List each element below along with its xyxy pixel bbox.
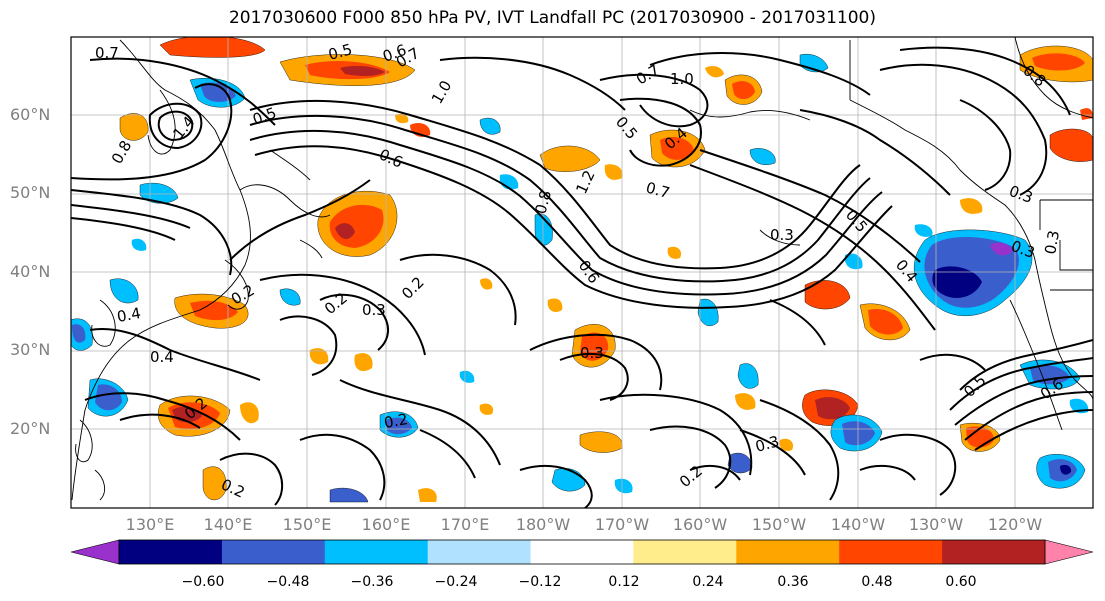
colorbar-box — [221, 540, 326, 564]
lon-label: 150°W — [751, 515, 807, 534]
colorbar-box — [324, 540, 429, 564]
colorbar-tick-label: 0.60 — [945, 574, 977, 590]
lon-label: 170°E — [440, 515, 490, 534]
lat-label: 20°N — [10, 419, 51, 438]
contour-label: 0.7 — [95, 44, 119, 62]
contour-label: 0.2 — [383, 410, 410, 432]
lon-label: 170°W — [594, 515, 650, 534]
colorbar-box — [119, 540, 223, 564]
colorbar-tick-label: 0.48 — [861, 574, 893, 590]
contour-label: 0.3 — [770, 226, 794, 244]
colorbar-max-extension — [1044, 539, 1094, 565]
lat-label: 50°N — [10, 183, 51, 202]
contour-label: 0.5 — [326, 40, 354, 64]
lat-label: 30°N — [10, 340, 51, 359]
lon-label: 140°E — [203, 515, 253, 534]
colorbar-tick-label: 0.24 — [692, 574, 724, 590]
colorbar-box — [427, 540, 532, 564]
colorbar-tick-label: −0.24 — [434, 574, 478, 590]
contour-label: 0.8 — [531, 188, 555, 216]
colorbar-box — [530, 540, 634, 564]
colorbar-min-extension — [70, 539, 120, 565]
map-title: 2017030600 F000 850 hPa PV, IVT Landfall… — [228, 8, 876, 28]
colorbar-tick-label: −0.60 — [181, 574, 225, 590]
contour-label: 0.3 — [362, 301, 386, 319]
colorbar-frame — [118, 539, 1046, 565]
lat-label: 40°N — [10, 262, 51, 281]
colorbar-box — [736, 540, 840, 564]
contour-label: 0.4 — [116, 304, 143, 326]
contour-label: 0.3 — [753, 432, 781, 456]
colorbar-tick-label: 0.36 — [777, 574, 809, 590]
pv-contours — [71, 46, 1093, 508]
contour-label: 0.4 — [150, 348, 174, 366]
positive-anomaly-shading — [119, 37, 1093, 502]
coastlines — [71, 37, 1093, 501]
lat-lon-grid — [71, 37, 1093, 508]
contour-label: 0.7 — [644, 178, 672, 202]
colorbar-boxes — [119, 540, 1046, 564]
colorbar — [70, 539, 1094, 565]
colorbar-tick-label: −0.48 — [266, 574, 310, 590]
colorbar-tick-label: 0.12 — [608, 574, 640, 590]
contour-label: 0.3 — [580, 344, 604, 362]
lon-label: 140°W — [830, 515, 886, 534]
map-frame — [70, 36, 1094, 509]
colorbar-box — [633, 540, 737, 564]
lon-label: 130°E — [125, 515, 175, 534]
colorbar-box — [839, 540, 943, 564]
lon-label: 160°E — [361, 515, 411, 534]
lon-label: 130°W — [908, 515, 964, 534]
colorbar-tick-label: −0.36 — [350, 574, 394, 590]
lon-label: 180°W — [515, 515, 571, 534]
lon-label: 120°W — [987, 515, 1043, 534]
colorbar-box — [942, 540, 1046, 564]
lon-label: 150°E — [282, 515, 332, 534]
contour-label: 0.3 — [1041, 229, 1063, 256]
lon-label: 160°W — [672, 515, 728, 534]
contour-label: 1.0 — [670, 70, 694, 88]
colorbar-tick-label: −0.12 — [518, 574, 562, 590]
lat-label: 60°N — [10, 105, 51, 124]
